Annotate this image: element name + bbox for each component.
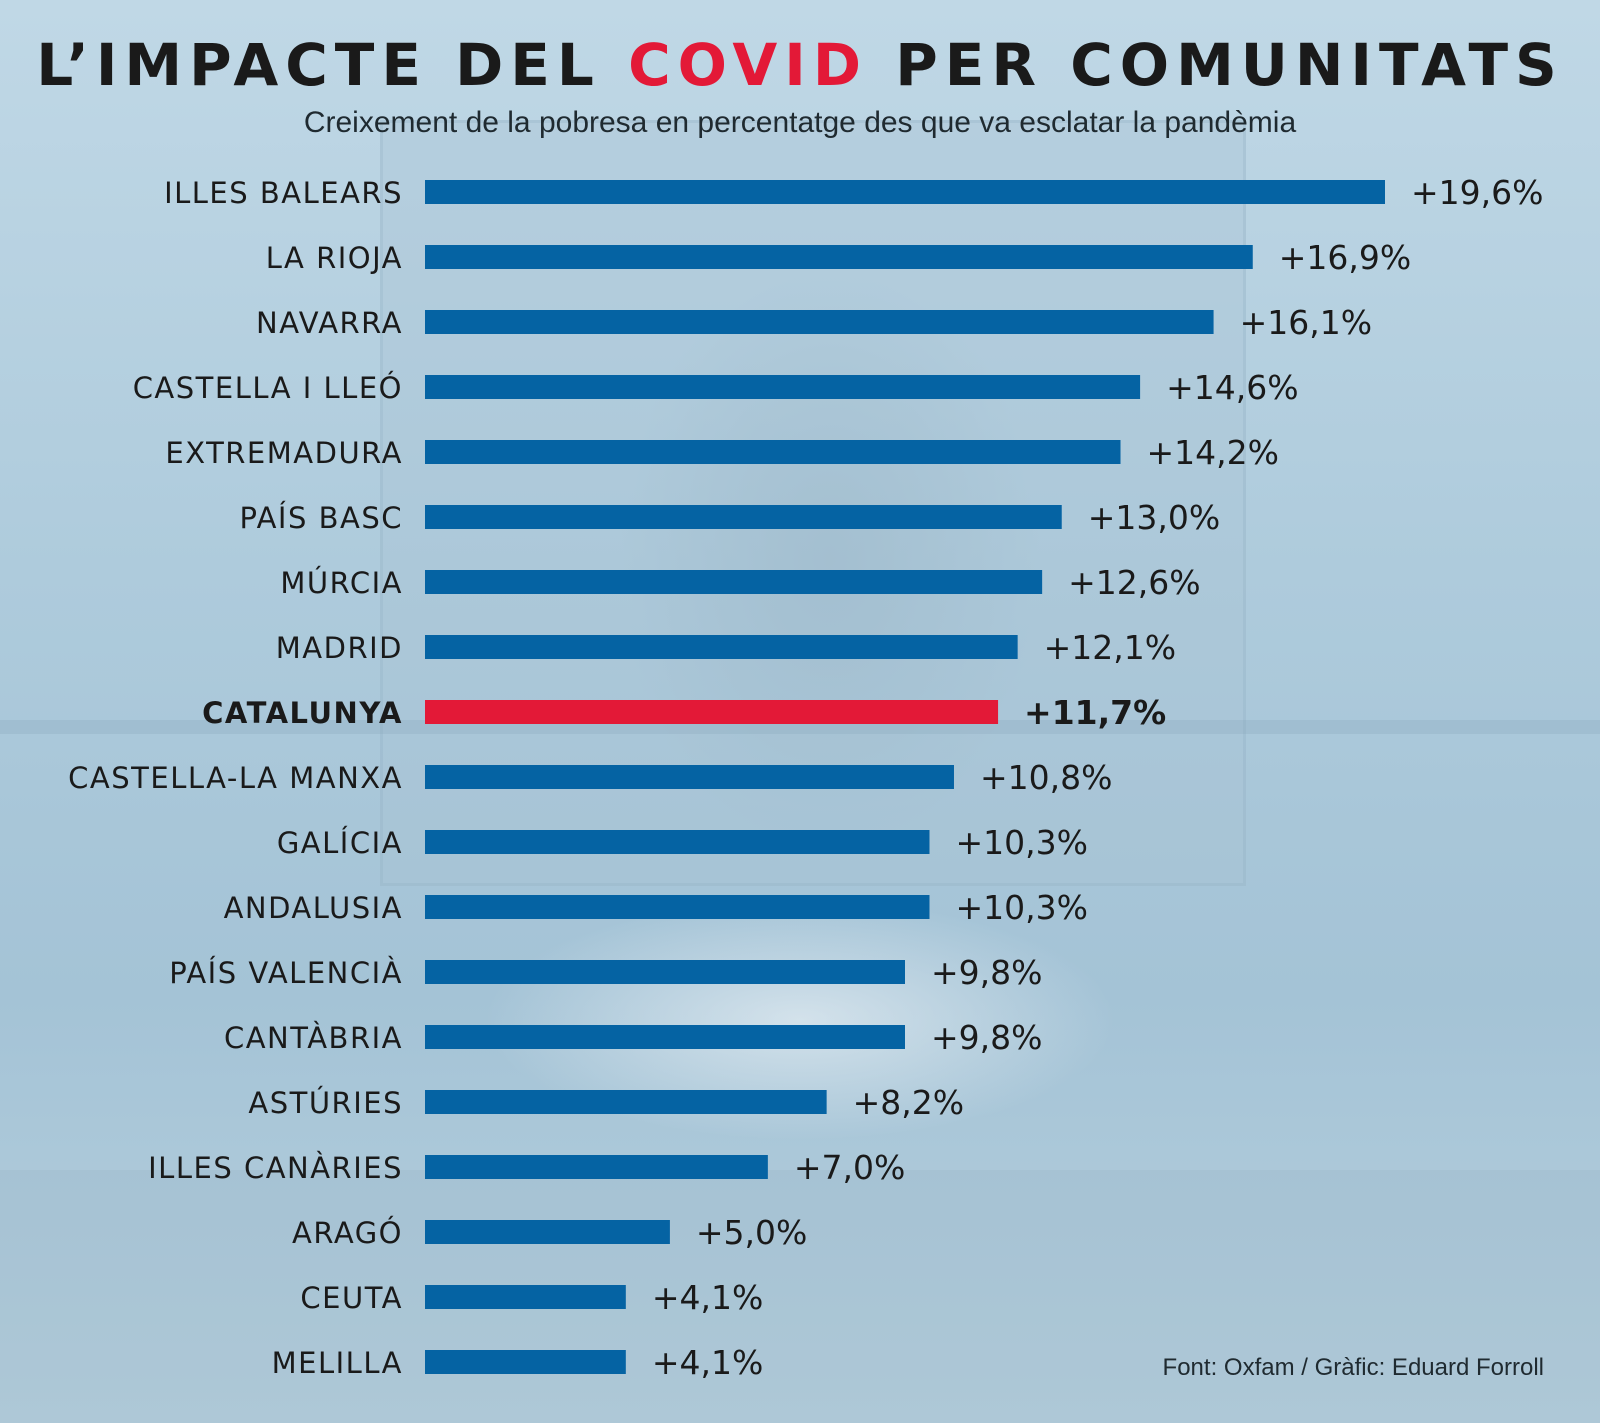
- bar: [425, 570, 1043, 594]
- value-label: +4,1%: [652, 1278, 764, 1317]
- chart-header: L’IMPACTE DEL COVID PER COMUNITATS Creix…: [0, 36, 1600, 138]
- value-label: +4,1%: [652, 1343, 764, 1382]
- bar-row: ANDALUSIA +10,3%: [224, 888, 1088, 927]
- bar-highlight: [425, 700, 999, 724]
- bar-row: MELILLA +4,1%: [272, 1343, 764, 1382]
- value-label: +9,8%: [931, 1018, 1043, 1057]
- bar: [425, 245, 1253, 269]
- bar-row: CEUTA +4,1%: [300, 1278, 763, 1317]
- chart-title: L’IMPACTE DEL COVID PER COMUNITATS: [0, 36, 1600, 94]
- bar: [425, 505, 1062, 529]
- value-label: +8,2%: [853, 1083, 965, 1122]
- category-label: PAÍS VALENCIÀ: [169, 956, 403, 990]
- bar: [425, 440, 1121, 464]
- value-label: +13,0%: [1088, 498, 1220, 537]
- value-label: +19,6%: [1411, 173, 1543, 212]
- value-label: +16,1%: [1240, 303, 1372, 342]
- background-step: [0, 720, 1600, 734]
- value-label: +11,7%: [1024, 693, 1166, 732]
- bar: [425, 1285, 626, 1309]
- title-highlight: COVID: [628, 31, 869, 99]
- bar: [425, 960, 905, 984]
- value-label: +5,0%: [696, 1213, 808, 1252]
- value-label: +7,0%: [794, 1148, 906, 1187]
- bar: [425, 310, 1214, 334]
- bar: [425, 635, 1018, 659]
- bar-row: ARAGÓ +5,0%: [292, 1213, 807, 1252]
- category-label: NAVARRA: [256, 306, 403, 340]
- bar: [425, 765, 954, 789]
- category-label: ANDALUSIA: [224, 891, 403, 925]
- category-label: CASTELLA I LLEÓ: [133, 371, 403, 405]
- category-label: MÚRCIA: [280, 566, 403, 600]
- bar-row: NAVARRA +16,1%: [256, 303, 1372, 342]
- category-label: EXTREMADURA: [165, 436, 403, 470]
- bar: [425, 1350, 626, 1374]
- category-label: PAÍS BASC: [239, 501, 403, 535]
- title-part-1: L’IMPACTE DEL: [36, 31, 629, 99]
- value-label: +10,3%: [955, 888, 1087, 927]
- bar-row: GALÍCIA +10,3%: [277, 823, 1088, 862]
- bar-row: PAÍS BASC +13,0%: [239, 498, 1220, 537]
- bar: [425, 375, 1141, 399]
- category-label: CEUTA: [300, 1281, 403, 1315]
- category-label: LA RIOJA: [266, 241, 403, 275]
- value-label: +12,1%: [1044, 628, 1176, 667]
- bar: [425, 1220, 670, 1244]
- bar: [425, 1155, 768, 1179]
- bar: [425, 1025, 905, 1049]
- title-part-2: PER COMUNITATS: [868, 31, 1564, 99]
- bar-row: CASTELLA I LLEÓ +14,6%: [133, 368, 1299, 407]
- background-ground: [0, 1170, 1600, 1423]
- category-label: ASTÚRIES: [248, 1086, 403, 1120]
- value-label: +12,6%: [1068, 563, 1200, 602]
- bar-row: CATALUNYA +11,7%: [202, 693, 1166, 732]
- category-label: MADRID: [276, 631, 403, 665]
- category-label: CATALUNYA: [202, 696, 403, 730]
- category-label: ILLES CANÀRIES: [148, 1151, 403, 1185]
- bar: [425, 830, 930, 854]
- source-credit: Font: Oxfam / Gràfic: Eduard Forroll: [1162, 1354, 1544, 1381]
- bar-row: CANTÀBRIA +9,8%: [224, 1018, 1043, 1057]
- chart-subtitle: Creixement de la pobresa en percentatge …: [303, 106, 1297, 139]
- bar-row: ASTÚRIES +8,2%: [248, 1083, 964, 1122]
- bar-row: CASTELLA-LA MANXA +10,8%: [68, 758, 1112, 797]
- value-label: +16,9%: [1279, 238, 1411, 277]
- value-label: +14,2%: [1147, 433, 1279, 472]
- category-label: GALÍCIA: [277, 826, 403, 860]
- bar-row: MADRID +12,1%: [276, 628, 1176, 667]
- value-label: +14,6%: [1166, 368, 1298, 407]
- category-label: ARAGÓ: [292, 1216, 403, 1250]
- bar-row: ILLES CANÀRIES +7,0%: [148, 1148, 905, 1187]
- value-label: +10,3%: [955, 823, 1087, 862]
- category-label: CASTELLA-LA MANXA: [68, 761, 403, 795]
- bar: [425, 1090, 827, 1114]
- bar: [425, 180, 1385, 204]
- value-label: +10,8%: [980, 758, 1112, 797]
- bar-row: ILLES BALEARS +19,6%: [164, 173, 1543, 212]
- category-label: ILLES BALEARS: [164, 176, 403, 210]
- bar-row: PAÍS VALENCIÀ +9,8%: [169, 953, 1042, 992]
- category-label: CANTÀBRIA: [224, 1021, 403, 1055]
- category-label: MELILLA: [272, 1346, 403, 1380]
- value-label: +9,8%: [931, 953, 1043, 992]
- bar-row: MÚRCIA +12,6%: [280, 563, 1200, 602]
- bar-row: EXTREMADURA +14,2%: [165, 433, 1279, 472]
- bar-row: LA RIOJA +16,9%: [266, 238, 1412, 277]
- bar: [425, 895, 930, 919]
